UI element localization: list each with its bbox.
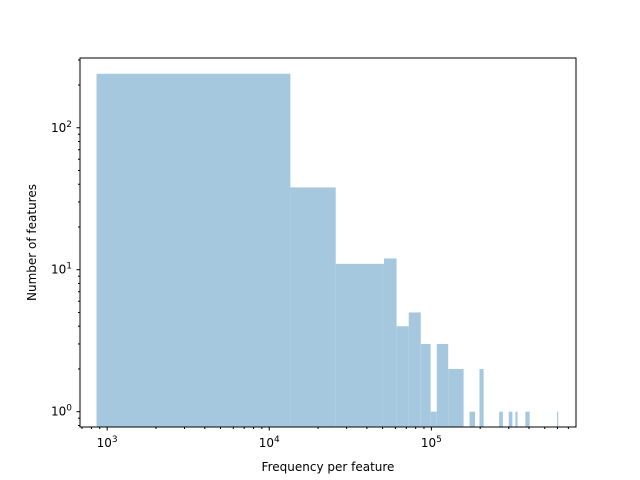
histogram-bar (396, 326, 409, 427)
histogram-bar (96, 73, 291, 427)
x-tick-label: 104 (259, 435, 280, 450)
histogram-bar (525, 411, 530, 427)
histogram-bar (383, 258, 397, 427)
histogram-bar (499, 411, 503, 427)
ticks-group: 103 104 105 100 101 102 (51, 59, 569, 450)
histogram-bar (290, 187, 336, 427)
histogram-bar (508, 411, 513, 427)
x-tick-label: 103 (97, 435, 118, 450)
histogram-bar (420, 343, 431, 427)
histogram-bar (515, 411, 518, 427)
histogram-bar (479, 368, 484, 427)
bars-group (96, 73, 559, 427)
histogram-bar (448, 368, 464, 427)
y-axis-label: Number of features (25, 184, 39, 301)
y-tick-label: 102 (51, 120, 72, 135)
histogram-bar (469, 411, 476, 427)
y-tick-label: 100 (51, 404, 72, 419)
plot-frame (79, 57, 577, 428)
histogram-bar (335, 263, 384, 427)
histogram-bar (436, 343, 449, 427)
histogram-bar (557, 411, 559, 427)
histogram-bar (408, 312, 421, 427)
x-tick-label: 105 (421, 435, 442, 450)
x-axis-label: Frequency per feature (262, 460, 395, 474)
y-tick-label: 101 (51, 262, 72, 277)
histogram-bar (430, 411, 437, 427)
